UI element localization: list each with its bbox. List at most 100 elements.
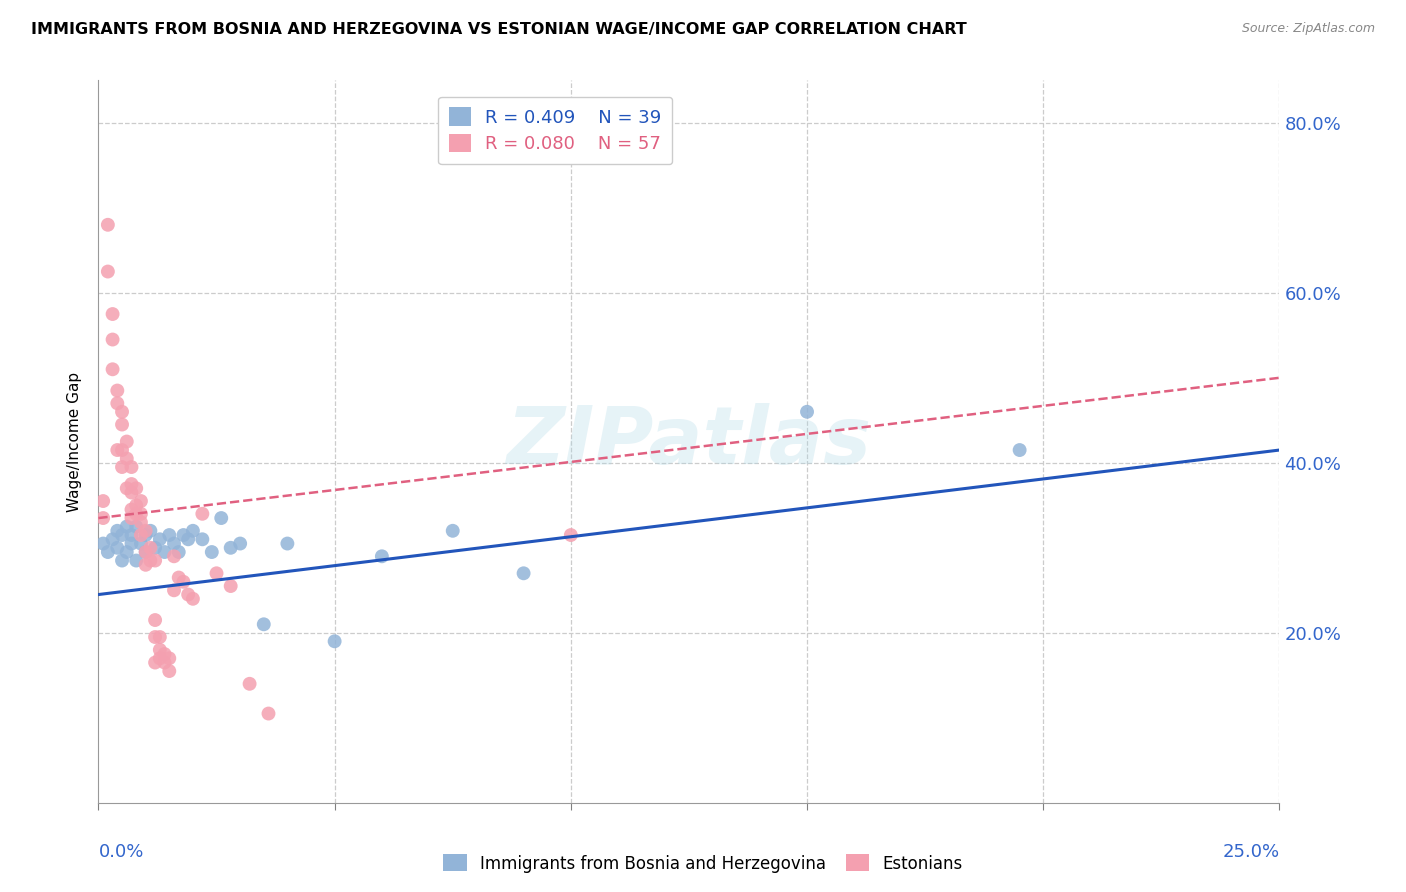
Point: [157, 528, 180, 542]
Point: [129, 528, 152, 542]
Point: [111, 528, 134, 542]
Y-axis label: Wage/Income Gap: Wage/Income Gap: [67, 371, 83, 512]
Text: 25.0%: 25.0%: [1222, 843, 1279, 861]
Point: [135, 545, 157, 559]
Point: [167, 570, 190, 584]
Point: [101, 362, 124, 376]
Point: [121, 477, 143, 491]
Point: [1008, 443, 1031, 458]
Point: [143, 613, 166, 627]
Point: [139, 553, 162, 567]
Point: [105, 396, 128, 410]
Point: [115, 451, 138, 466]
Point: [105, 384, 128, 398]
Point: [105, 443, 128, 458]
Text: IMMIGRANTS FROM BOSNIA AND HERZEGOVINA VS ESTONIAN WAGE/INCOME GAP CORRELATION C: IMMIGRANTS FROM BOSNIA AND HERZEGOVINA V…: [31, 22, 967, 37]
Point: [143, 656, 166, 670]
Point: [229, 536, 252, 550]
Point: [121, 528, 143, 542]
Text: ZIPatlas: ZIPatlas: [506, 402, 872, 481]
Point: [149, 630, 172, 644]
Point: [97, 545, 120, 559]
Point: [205, 566, 228, 581]
Point: [163, 583, 186, 598]
Point: [111, 417, 134, 432]
Point: [135, 558, 157, 572]
Point: [796, 405, 818, 419]
Point: [139, 541, 162, 555]
Point: [239, 677, 262, 691]
Point: [172, 528, 194, 542]
Point: [91, 511, 114, 525]
Point: [121, 460, 143, 475]
Legend: Immigrants from Bosnia and Herzegovina, Estonians: Immigrants from Bosnia and Herzegovina, …: [436, 847, 970, 880]
Point: [129, 516, 152, 530]
Point: [181, 591, 204, 606]
Point: [153, 545, 176, 559]
Point: [157, 664, 180, 678]
Point: [105, 541, 128, 555]
Point: [129, 494, 152, 508]
Point: [153, 647, 176, 661]
Point: [105, 524, 128, 538]
Point: [371, 549, 394, 564]
Point: [143, 630, 166, 644]
Point: [115, 545, 138, 559]
Point: [125, 507, 148, 521]
Point: [157, 651, 180, 665]
Legend: R = 0.409    N = 39, R = 0.080    N = 57: R = 0.409 N = 39, R = 0.080 N = 57: [439, 96, 672, 164]
Point: [121, 502, 143, 516]
Point: [121, 485, 143, 500]
Point: [167, 545, 190, 559]
Point: [172, 574, 194, 589]
Point: [149, 651, 172, 665]
Point: [560, 528, 582, 542]
Point: [115, 481, 138, 495]
Point: [149, 642, 172, 657]
Point: [125, 519, 148, 533]
Point: [125, 553, 148, 567]
Text: Source: ZipAtlas.com: Source: ZipAtlas.com: [1241, 22, 1375, 36]
Point: [323, 634, 346, 648]
Point: [111, 553, 134, 567]
Point: [209, 511, 232, 525]
Point: [163, 549, 186, 564]
Point: [201, 545, 224, 559]
Point: [91, 494, 114, 508]
Point: [135, 524, 157, 538]
Point: [125, 481, 148, 495]
Point: [125, 498, 148, 512]
Point: [149, 533, 172, 547]
Point: [129, 536, 152, 550]
Point: [512, 566, 534, 581]
Point: [219, 579, 242, 593]
Point: [101, 533, 124, 547]
Point: [441, 524, 464, 538]
Point: [181, 524, 204, 538]
Point: [97, 218, 120, 232]
Point: [139, 524, 162, 538]
Point: [257, 706, 280, 721]
Point: [111, 443, 134, 458]
Point: [177, 533, 200, 547]
Point: [276, 536, 298, 550]
Point: [115, 519, 138, 533]
Text: 0.0%: 0.0%: [98, 843, 143, 861]
Point: [121, 536, 143, 550]
Point: [91, 536, 114, 550]
Point: [177, 588, 200, 602]
Point: [115, 434, 138, 449]
Point: [219, 541, 242, 555]
Point: [111, 405, 134, 419]
Point: [135, 528, 157, 542]
Point: [153, 656, 176, 670]
Point: [191, 507, 214, 521]
Point: [111, 460, 134, 475]
Point: [135, 545, 157, 559]
Point: [253, 617, 276, 632]
Point: [97, 264, 120, 278]
Point: [191, 533, 214, 547]
Point: [129, 507, 152, 521]
Point: [101, 307, 124, 321]
Point: [143, 553, 166, 567]
